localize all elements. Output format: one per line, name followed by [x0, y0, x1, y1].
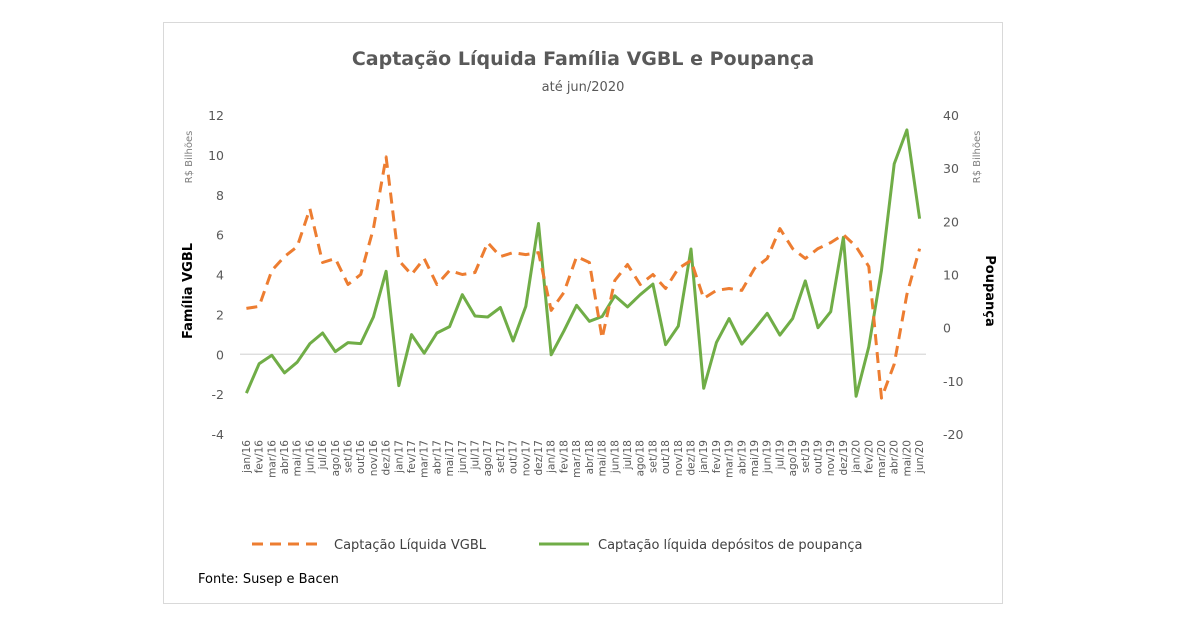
x-tick-label: out/19 [813, 440, 825, 474]
x-tick-label: nov/19 [825, 440, 837, 476]
x-tick-label: set/16 [342, 440, 354, 473]
series-line-poupanca [245, 128, 922, 398]
right-tick-label: 10 [943, 268, 959, 283]
x-tick-label: mar/17 [419, 440, 431, 478]
x-tick-label: fev/19 [711, 440, 723, 473]
source-note: Fonte: Susep e Bacen [198, 572, 339, 587]
x-tick-label: mar/20 [876, 440, 888, 478]
x-tick-label: jun/19 [762, 440, 774, 474]
left-tick-label: -2 [212, 387, 224, 402]
left-axis-title: Família VGBL [181, 243, 196, 339]
x-tick-label: jul/17 [470, 440, 482, 470]
x-tick-label: mai/16 [292, 440, 304, 477]
left-axis-unit: R$ Bilhões [184, 131, 195, 184]
series-line-vgbl [246, 155, 922, 400]
x-tick-label: mai/17 [444, 440, 456, 476]
x-tick-label: jan/20 [851, 440, 863, 474]
right-tick-label: 40 [943, 108, 959, 123]
x-tick-label: jun/18 [609, 440, 621, 474]
x-tick-label: jan/19 [698, 440, 710, 474]
x-tick-label: abr/19 [736, 440, 748, 474]
x-tick-label: abr/18 [584, 440, 596, 474]
x-tick-label: dez/17 [533, 440, 545, 476]
right-axis-title: Poupança [982, 255, 997, 327]
x-tick-label: set/19 [800, 440, 812, 473]
x-tick-label: abr/16 [279, 440, 291, 475]
x-tick-label: dez/18 [685, 440, 697, 476]
right-tick-label: 30 [943, 161, 959, 176]
x-tick-label: ago/18 [635, 440, 647, 476]
left-tick-label: 2 [216, 307, 224, 322]
x-tick-label: dez/19 [838, 440, 850, 476]
x-tick-label: ago/16 [330, 440, 342, 477]
x-tick-label: nov/17 [520, 440, 532, 476]
x-tick-label: mar/16 [266, 440, 278, 478]
x-tick-label: jan/18 [546, 440, 558, 474]
x-tick-label: mar/18 [571, 440, 583, 478]
x-tick-label: jan/16 [241, 440, 253, 474]
x-axis-ticks: jan/16 fev/16 mar/16 abr/16 mai/16 jun/16 jul/… [241, 440, 926, 478]
x-tick-label: nov/16 [368, 440, 380, 477]
legend-label-poupanca: Captação líquida depósitos de poupança [598, 538, 862, 553]
x-tick-label: abr/17 [431, 440, 443, 474]
x-tick-label: jan/17 [393, 440, 405, 474]
right-tick-label: 20 [943, 214, 959, 229]
x-tick-label: out/18 [660, 440, 672, 474]
x-tick-label: dez/16 [381, 440, 393, 476]
x-tick-label: mai/20 [901, 440, 913, 476]
x-tick-label: jul/19 [774, 440, 786, 470]
left-tick-label: 0 [216, 347, 224, 362]
series-lines [245, 128, 922, 400]
x-tick-label: out/17 [508, 440, 520, 474]
x-tick-label: set/17 [495, 440, 507, 473]
chart-frame: Captação Líquida Família VGBL e Poupança… [163, 22, 1003, 604]
x-tick-label: nov/18 [673, 440, 685, 476]
legend: Captação Líquida VGBL Captação líquida d… [252, 538, 862, 553]
x-tick-label: mai/18 [597, 440, 609, 476]
chart-title: Captação Líquida Família VGBL e Poupança [352, 48, 814, 70]
chart-subtitle: até jun/2020 [542, 80, 625, 95]
right-tick-label: 0 [943, 321, 951, 336]
x-tick-label: abr/20 [889, 440, 901, 474]
right-axis-unit: R$ Bilhões [972, 131, 983, 184]
chart-canvas: Captação Líquida Família VGBL e Poupança… [181, 48, 997, 587]
left-tick-label: -4 [212, 427, 225, 442]
legend-label-vgbl: Captação Líquida VGBL [334, 538, 487, 553]
x-tick-label: set/18 [647, 440, 659, 473]
left-tick-label: 8 [216, 188, 224, 203]
x-tick-label: jul/18 [622, 440, 634, 470]
left-tick-label: 6 [216, 228, 224, 243]
x-tick-label: jun/16 [304, 440, 316, 474]
x-tick-label: jun/20 [914, 440, 926, 474]
x-tick-label: ago/17 [482, 440, 494, 476]
x-tick-label: fev/17 [406, 440, 418, 473]
left-tick-label: 12 [208, 108, 224, 123]
left-tick-label: 10 [208, 148, 224, 163]
x-tick-label: ago/19 [787, 440, 799, 476]
x-tick-label: jun/17 [457, 440, 469, 474]
x-tick-label: mar/19 [724, 440, 736, 478]
x-tick-label: fev/18 [558, 440, 570, 473]
x-tick-label: fev/16 [254, 440, 266, 474]
x-tick-label: out/16 [355, 440, 367, 474]
left-tick-label: 4 [216, 268, 224, 283]
right-tick-label: -10 [943, 374, 963, 389]
x-tick-label: fev/20 [863, 440, 875, 473]
x-tick-label: mai/19 [749, 440, 761, 476]
right-tick-label: -20 [943, 427, 963, 442]
x-tick-label: jul/16 [317, 440, 329, 471]
